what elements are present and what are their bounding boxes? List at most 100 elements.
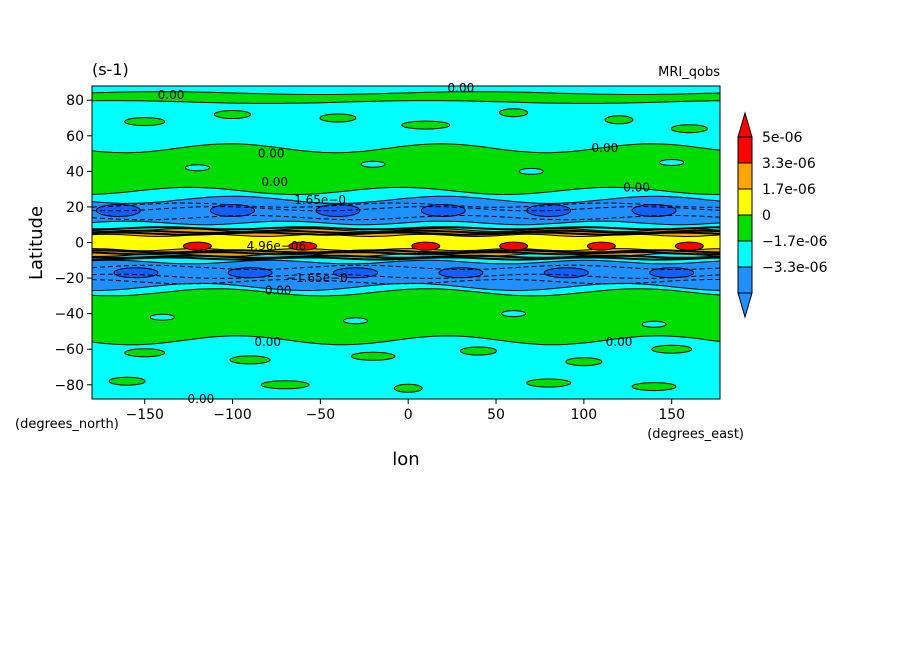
mid-latitude-negative-patch xyxy=(659,159,685,166)
polar-positive-patch xyxy=(670,124,708,134)
contour-label: 0.00 xyxy=(254,335,281,349)
equator-positive-core xyxy=(586,241,616,251)
contour-field xyxy=(92,86,720,399)
mid-latitude-negative-patch xyxy=(343,317,368,325)
colorbar: 5e-06 3.3e-06 1.7e-06 0 −1.7e-06 −3.3e-06 xyxy=(737,111,828,319)
contour-label: 0.00 xyxy=(448,81,475,95)
x-units-label: (degrees_east) xyxy=(647,427,744,442)
band-south-mid-positive xyxy=(92,288,720,346)
colorbar-swatch xyxy=(737,162,753,190)
negative-contour-line xyxy=(92,206,720,212)
mid-latitude-negative-patch xyxy=(501,310,527,318)
negative-contour-line xyxy=(92,215,720,221)
polar-positive-patch xyxy=(460,346,497,356)
contour-label: 0.00 xyxy=(623,180,650,194)
polar-positive-patch xyxy=(604,115,634,125)
contour-label: 0.00 xyxy=(606,335,633,349)
colorbar-swatch xyxy=(737,240,753,268)
x-tick-label: 50 xyxy=(487,407,505,423)
polar-positive-patch xyxy=(651,344,693,354)
y-tick-label: −40 xyxy=(54,307,84,323)
contour-label: 0.00 xyxy=(261,175,288,189)
x-tick-label: −50 xyxy=(306,407,336,423)
contour-label: −1.65e−0 xyxy=(286,271,348,285)
x-tick-label: −150 xyxy=(125,407,163,423)
equator-positive-core xyxy=(499,241,529,251)
x-axis-title: lon xyxy=(392,449,419,470)
polar-positive-patch xyxy=(229,355,271,365)
mid-latitude-negative-patch xyxy=(149,313,175,321)
y-tick-label: −80 xyxy=(54,378,84,394)
polar-positive-patch xyxy=(631,382,677,392)
contour-label: 0.00 xyxy=(592,141,619,155)
y-units-label: (degrees_north) xyxy=(15,417,119,432)
y-axis-title: Latitude xyxy=(26,206,47,280)
colorbar-min-arrow xyxy=(737,292,753,319)
contour-label: 0.00 xyxy=(158,88,185,102)
south-negative-core xyxy=(113,267,159,279)
y-tick-label: −20 xyxy=(54,271,84,287)
equatorial-contour-line xyxy=(92,254,720,259)
y-tick-label: 20 xyxy=(66,200,84,216)
equator-positive-core xyxy=(182,241,212,251)
y-tick-label: 0 xyxy=(75,236,84,252)
equatorial-contour-line xyxy=(92,226,720,231)
units-label: (s-1) xyxy=(92,60,129,79)
polar-positive-patch xyxy=(260,380,310,390)
equator-positive-core xyxy=(288,241,318,251)
equatorial-contour-line xyxy=(92,256,720,261)
x-tick-label: 100 xyxy=(570,407,597,423)
contour-label: 0.00 xyxy=(258,147,285,161)
equatorial-contour-line xyxy=(92,229,720,234)
band-north-subtropic-negative xyxy=(92,195,720,226)
colorbar-swatch xyxy=(737,136,753,164)
x-tick-label: 0 xyxy=(404,407,413,423)
negative-contour-line xyxy=(92,278,720,285)
colorbar-label: −1.7e-06 xyxy=(762,234,828,250)
polar-positive-patch xyxy=(499,108,529,118)
colorbar-swatch xyxy=(737,266,753,294)
contour-label: 0.00 xyxy=(265,284,292,298)
polar-positive-patch xyxy=(124,117,166,127)
polar-positive-patch xyxy=(393,383,423,393)
x-tick-label: 150 xyxy=(658,407,685,423)
negative-contour-line xyxy=(92,273,720,279)
polar-positive-patch xyxy=(108,376,146,386)
colorbar-swatch xyxy=(737,214,753,242)
polar-positive-patch xyxy=(350,351,396,361)
mid-latitude-negative-patch xyxy=(641,320,667,328)
equatorial-contour-line xyxy=(92,231,720,236)
polar-positive-patch xyxy=(319,113,357,123)
equator-positive-core xyxy=(411,241,441,251)
colorbar-label: −3.3e-06 xyxy=(762,260,828,276)
mid-latitude-negative-patch xyxy=(518,167,544,175)
mid-latitude-negative-patch xyxy=(360,160,386,168)
y-tick-label: 60 xyxy=(66,129,84,145)
polar-positive-patch xyxy=(565,357,603,367)
colorbar-label: 1.7e-06 xyxy=(762,182,816,198)
y-axis: −80 −60 −40 −20 0 20 40 60 80 xyxy=(54,93,92,394)
contour-label: 4.96e−06 xyxy=(247,239,306,253)
equatorial-contour-line xyxy=(92,251,720,256)
polar-positive-patch xyxy=(124,348,166,358)
polar-positive-patch xyxy=(401,120,451,130)
colorbar-label: 3.3e-06 xyxy=(762,156,816,172)
y-tick-label: 40 xyxy=(66,164,84,180)
dataset-label: MRI_qobs xyxy=(658,65,720,80)
y-tick-label: 80 xyxy=(66,93,84,109)
equator-positive-core xyxy=(674,241,704,251)
negative-contour-line xyxy=(92,202,720,208)
x-tick-label: −100 xyxy=(213,407,251,423)
south-negative-core xyxy=(227,267,273,279)
colorbar-label: 5e-06 xyxy=(762,130,802,146)
mid-latitude-negative-patch xyxy=(184,164,210,172)
contour-label: −1.65e−0 xyxy=(284,193,346,207)
south-negative-core xyxy=(543,267,589,279)
y-tick-label: −60 xyxy=(54,342,84,358)
colorbar-label: 0 xyxy=(762,208,771,224)
polar-positive-patch xyxy=(526,378,572,388)
x-axis: −150 −100 −50 0 50 100 150 xyxy=(125,399,685,423)
negative-contour-line xyxy=(92,264,720,270)
colorbar-swatch xyxy=(737,188,753,216)
